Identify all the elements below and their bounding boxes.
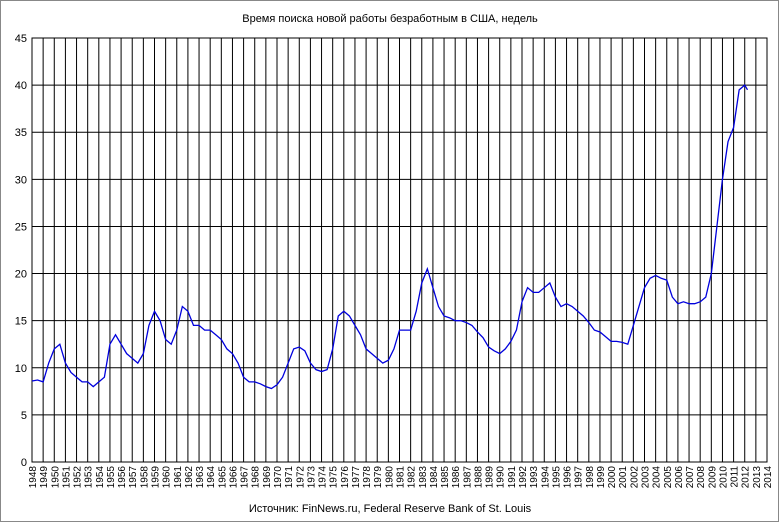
x-tick-label: 2000 bbox=[607, 466, 618, 489]
x-tick-label: 1952 bbox=[73, 466, 84, 489]
x-tick-label: 2011 bbox=[730, 466, 741, 488]
x-tick-label: 1986 bbox=[451, 466, 462, 489]
x-tick-label: 1963 bbox=[195, 466, 206, 489]
x-tick-label: 2003 bbox=[641, 466, 652, 489]
y-tick-label: 5 bbox=[21, 410, 27, 422]
x-tick-label: 1983 bbox=[418, 466, 429, 489]
x-tick-label: 1992 bbox=[518, 466, 529, 489]
x-tick-label: 1959 bbox=[151, 466, 162, 489]
x-tick-label: 2008 bbox=[696, 466, 707, 489]
x-tick-label: 1958 bbox=[139, 466, 150, 489]
x-tick-label: 1993 bbox=[529, 466, 540, 489]
x-tick-label: 1955 bbox=[106, 466, 117, 489]
x-tick-label: 1951 bbox=[61, 466, 72, 489]
x-tick-label: 1954 bbox=[95, 466, 106, 489]
x-tick-label: 1967 bbox=[240, 466, 251, 489]
y-tick-label: 25 bbox=[15, 221, 27, 233]
x-tick-label: 1996 bbox=[563, 466, 574, 489]
x-tick-label: 1995 bbox=[551, 466, 562, 489]
x-tick-label: 1948 bbox=[28, 466, 39, 489]
x-tick-label: 1987 bbox=[462, 466, 473, 489]
x-tick-label: 1950 bbox=[50, 466, 61, 489]
x-tick-label: 1982 bbox=[407, 466, 418, 489]
x-tick-label: 1972 bbox=[295, 466, 306, 489]
x-tick-label: 1970 bbox=[273, 466, 284, 489]
source: Источник: FinNews.ru, Federal Reserve Ba… bbox=[249, 503, 532, 515]
x-tick-label: 1964 bbox=[206, 466, 217, 489]
x-tick-label: 2001 bbox=[618, 466, 629, 489]
x-tick-label: 1988 bbox=[473, 466, 484, 489]
x-tick-label: 2002 bbox=[629, 466, 640, 489]
x-tick-label: 1989 bbox=[485, 466, 496, 489]
chart-title: Время поиска новой работы безработным в … bbox=[242, 13, 538, 25]
x-tick-label: 1974 bbox=[318, 466, 329, 489]
x-tick-label: 1990 bbox=[496, 466, 507, 489]
x-tick-label: 1965 bbox=[217, 466, 228, 489]
x-tick-label: 1998 bbox=[585, 466, 596, 489]
x-tick-label: 2013 bbox=[752, 466, 763, 489]
x-tick-label: 1961 bbox=[173, 466, 184, 489]
x-tick-label: 2004 bbox=[652, 466, 663, 489]
x-tick-label: 1966 bbox=[228, 466, 239, 489]
x-tick-label: 2007 bbox=[685, 466, 696, 489]
x-tick-label: 2010 bbox=[718, 466, 729, 489]
y-tick-label: 30 bbox=[15, 174, 27, 186]
x-tick-label: 1969 bbox=[262, 466, 273, 489]
x-tick-label: 1962 bbox=[184, 466, 195, 489]
x-tick-label: 1977 bbox=[351, 466, 362, 489]
x-tick-label: 1985 bbox=[440, 466, 451, 489]
x-tick-label: 1997 bbox=[574, 466, 585, 489]
x-tick-label: 1973 bbox=[306, 466, 317, 489]
x-tick-label: 1975 bbox=[329, 466, 340, 489]
x-tick-label: 1960 bbox=[162, 466, 173, 489]
x-tick-label: 1999 bbox=[596, 466, 607, 489]
y-tick-label: 45 bbox=[15, 33, 27, 45]
x-tick-label: 1956 bbox=[117, 466, 128, 489]
x-tick-label: 1953 bbox=[84, 466, 95, 489]
y-tick-label: 35 bbox=[15, 127, 27, 139]
x-tick-label: 2006 bbox=[674, 466, 685, 489]
x-tick-label: 1979 bbox=[373, 466, 384, 489]
x-tick-label: 2009 bbox=[707, 466, 718, 489]
y-tick-label: 10 bbox=[15, 363, 27, 375]
x-tick-label: 2005 bbox=[663, 466, 674, 489]
x-tick-label: 2012 bbox=[741, 466, 752, 489]
x-tick-label: 1971 bbox=[284, 466, 295, 489]
x-tick-label: 1949 bbox=[39, 466, 50, 489]
x-tick-label: 1980 bbox=[384, 466, 395, 489]
x-tick-label: 1994 bbox=[540, 466, 551, 489]
y-tick-label: 20 bbox=[15, 269, 27, 281]
line bbox=[31, 84, 749, 390]
x-tick-label: 1976 bbox=[340, 466, 351, 489]
x-tick-label: 1957 bbox=[128, 466, 139, 489]
x-tick-label: 1981 bbox=[396, 466, 407, 489]
x-tick-label: 1991 bbox=[507, 466, 518, 489]
x-tick-label: 1984 bbox=[429, 466, 440, 489]
y-tick-label: 15 bbox=[15, 316, 27, 328]
x-tick-label: 1968 bbox=[251, 466, 262, 489]
x-tick-label: 1978 bbox=[362, 466, 373, 489]
y-tick-label: 0 bbox=[21, 457, 27, 469]
y-tick-label: 40 bbox=[15, 80, 27, 92]
x-tick-label: 2014 bbox=[763, 466, 774, 489]
